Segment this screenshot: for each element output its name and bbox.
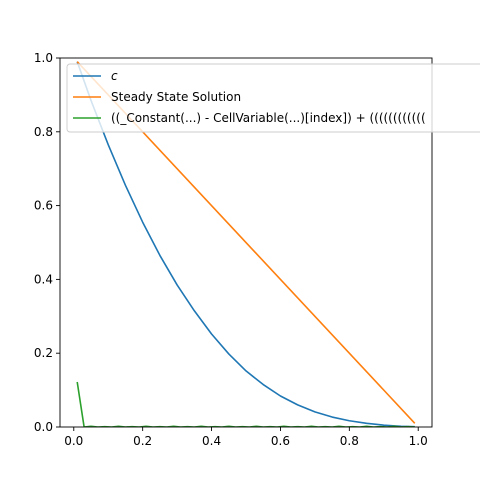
legend-label-0: c — [111, 69, 118, 83]
y-tick-label: 0.8 — [34, 125, 53, 139]
y-tick-label: 1.0 — [34, 51, 53, 65]
y-tick-label: 0.2 — [34, 346, 53, 360]
y-tick-label: 0.0 — [34, 420, 53, 434]
series-line-0 — [76, 61, 415, 427]
x-tick-label: 0.6 — [271, 434, 290, 448]
y-tick-label: 0.4 — [34, 272, 53, 286]
legend: c Steady State Solution ((_Constant(...) -… — [66, 63, 480, 133]
x-tick-label: 0.4 — [202, 434, 221, 448]
legend-box — [66, 63, 480, 133]
x-tick-label: 0.2 — [133, 434, 152, 448]
axes-layer: 0.0 0.2 0.4 0.6 0.8 1.0 0.0 0.2 0.4 0.6 0.8 1.0 — [34, 51, 433, 448]
x-tick-label: 1.0 — [409, 434, 428, 448]
x-tick-label: 0.0 — [64, 434, 83, 448]
legend-label-1: Steady State Solution — [111, 90, 241, 104]
legend-label-2: ((_Constant(...) - CellVariable(...)[ind… — [111, 111, 426, 125]
y-tick-label: 0.6 — [34, 199, 53, 213]
plot-frame — [59, 57, 433, 428]
x-tick-label: 0.8 — [340, 434, 359, 448]
